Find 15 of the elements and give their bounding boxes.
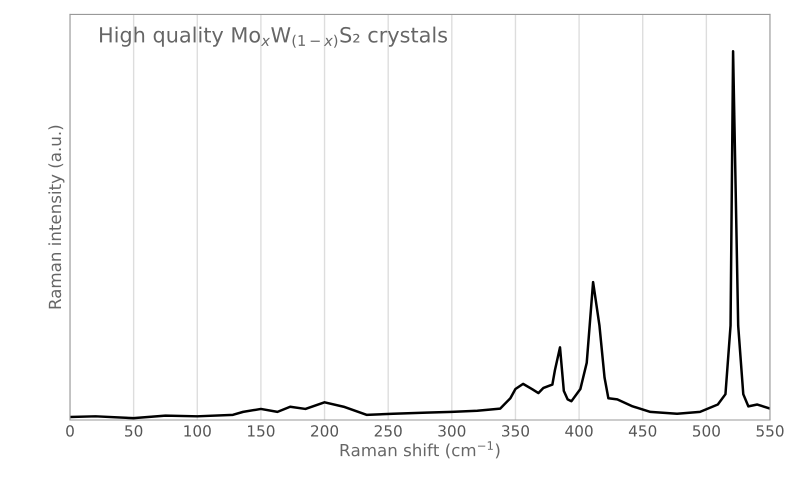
x-tick-label: 100	[184, 425, 211, 437]
x-tick-label: 150	[248, 425, 274, 437]
x-tick-label: 300	[438, 425, 466, 437]
x-tick-label: 450	[628, 425, 656, 437]
x-tick-label: 350	[502, 425, 530, 437]
y-axis-title: Raman intensity (a.u.)	[48, 126, 64, 308]
x-tick-label: 550	[756, 425, 784, 437]
x-tick-label: 250	[374, 425, 402, 437]
x-tick-label: 200	[311, 425, 338, 437]
x-tick-label: 0	[66, 425, 74, 437]
x-tick-label: 500	[692, 425, 720, 437]
x-tick-label: 50	[125, 425, 142, 437]
chart-title: High quality Mo$_{x}$W$_{(1−x)}$S₂ crystals	[100, 26, 448, 48]
x-tick-label: 400	[565, 425, 593, 437]
x-axis-title: Raman shift (cm$^{−1}$)	[340, 441, 500, 458]
